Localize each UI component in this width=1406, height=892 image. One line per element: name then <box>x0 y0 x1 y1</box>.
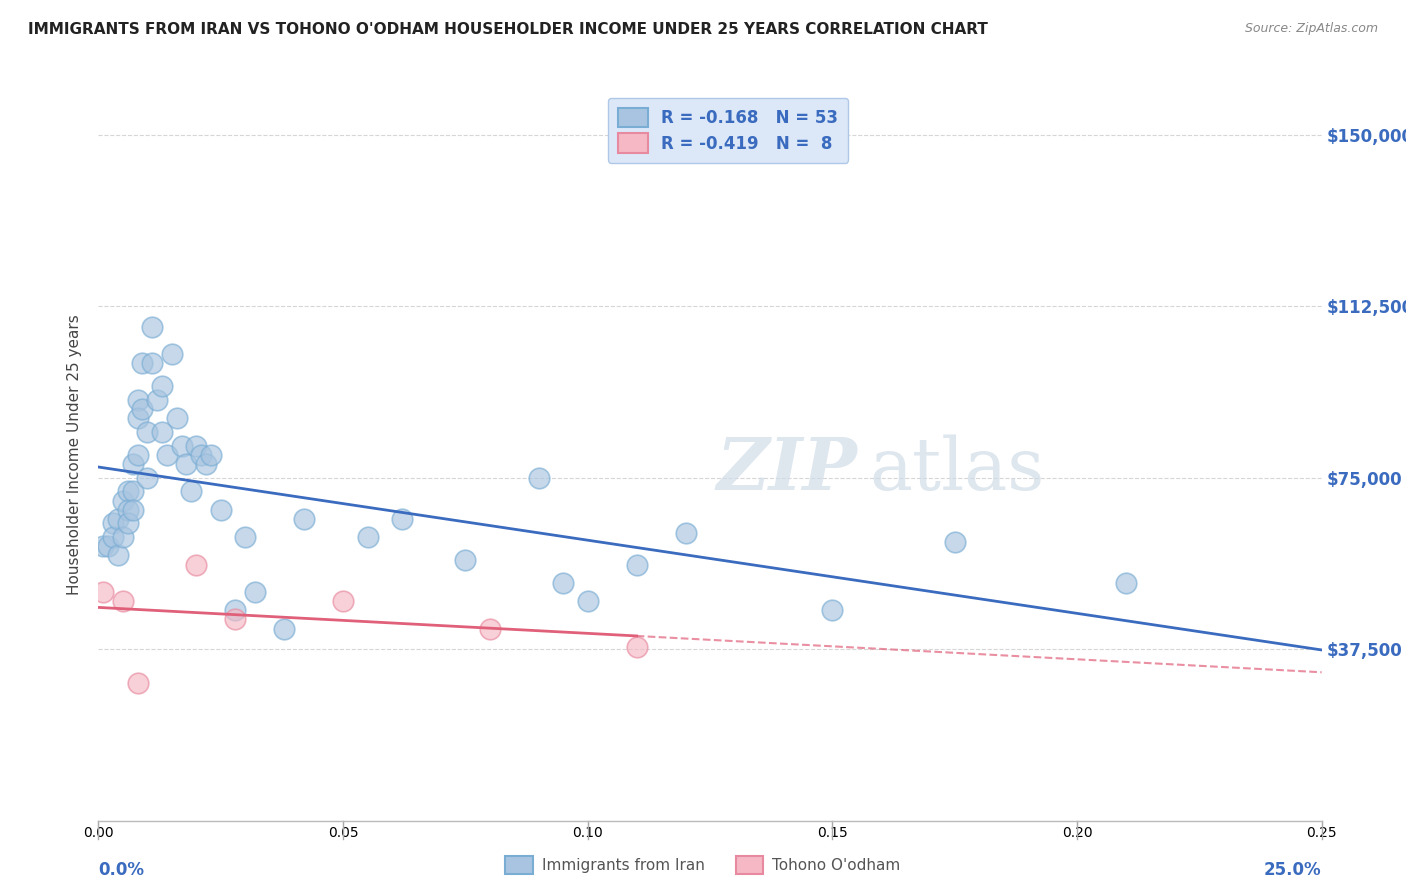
Point <box>156 448 179 462</box>
Point <box>821 603 844 617</box>
Point <box>131 356 153 371</box>
Point <box>127 448 149 462</box>
Point <box>675 525 697 540</box>
Point <box>576 594 599 608</box>
Text: IMMIGRANTS FROM IRAN VS TOHONO O'ODHAM HOUSEHOLDER INCOME UNDER 25 YEARS CORRELA: IMMIGRANTS FROM IRAN VS TOHONO O'ODHAM H… <box>28 22 988 37</box>
Point <box>107 549 129 563</box>
Point <box>356 530 378 544</box>
Point <box>273 622 295 636</box>
Point <box>626 640 648 654</box>
Point <box>127 411 149 425</box>
Text: Source: ZipAtlas.com: Source: ZipAtlas.com <box>1244 22 1378 36</box>
Point <box>1115 576 1137 591</box>
Point <box>101 516 124 531</box>
Point <box>150 425 173 439</box>
Point <box>111 594 134 608</box>
Point <box>111 493 134 508</box>
Point <box>121 502 143 516</box>
Point <box>117 484 139 499</box>
Point <box>180 484 202 499</box>
Point <box>166 411 188 425</box>
Text: atlas: atlas <box>869 434 1045 505</box>
Point <box>146 392 169 407</box>
Point <box>391 512 413 526</box>
Text: 25.0%: 25.0% <box>1264 861 1322 879</box>
Point <box>233 530 256 544</box>
Point <box>190 448 212 462</box>
Point <box>200 448 222 462</box>
Point <box>127 392 149 407</box>
Point <box>97 539 120 553</box>
Point <box>136 471 159 485</box>
Point <box>626 558 648 572</box>
Point <box>127 676 149 690</box>
Point <box>160 347 183 361</box>
Point <box>527 471 550 485</box>
Point <box>478 622 501 636</box>
Point <box>224 612 246 626</box>
Point <box>111 530 134 544</box>
Point <box>176 457 198 471</box>
Y-axis label: Householder Income Under 25 years: Householder Income Under 25 years <box>67 315 83 595</box>
Point <box>553 576 575 591</box>
Point <box>209 502 232 516</box>
Point <box>243 585 266 599</box>
Point <box>136 425 159 439</box>
Text: ZIP: ZIP <box>716 434 856 505</box>
Point <box>186 558 208 572</box>
Legend: R = -0.168   N = 53, R = -0.419   N =  8: R = -0.168 N = 53, R = -0.419 N = 8 <box>609 97 848 162</box>
Point <box>141 320 163 334</box>
Point <box>131 402 153 417</box>
Point <box>121 484 143 499</box>
Point <box>224 603 246 617</box>
Point <box>91 539 114 553</box>
Point <box>117 502 139 516</box>
Point <box>117 516 139 531</box>
Point <box>121 457 143 471</box>
Text: 0.0%: 0.0% <box>98 861 145 879</box>
Point <box>141 356 163 371</box>
Point <box>107 512 129 526</box>
Point <box>292 512 315 526</box>
Point <box>150 379 173 393</box>
Point <box>91 585 114 599</box>
Point <box>170 439 193 453</box>
Point <box>195 457 218 471</box>
Point <box>332 594 354 608</box>
Legend: Immigrants from Iran, Tohono O'odham: Immigrants from Iran, Tohono O'odham <box>499 850 907 880</box>
Point <box>943 534 966 549</box>
Point <box>101 530 124 544</box>
Point <box>186 439 208 453</box>
Point <box>454 553 477 567</box>
